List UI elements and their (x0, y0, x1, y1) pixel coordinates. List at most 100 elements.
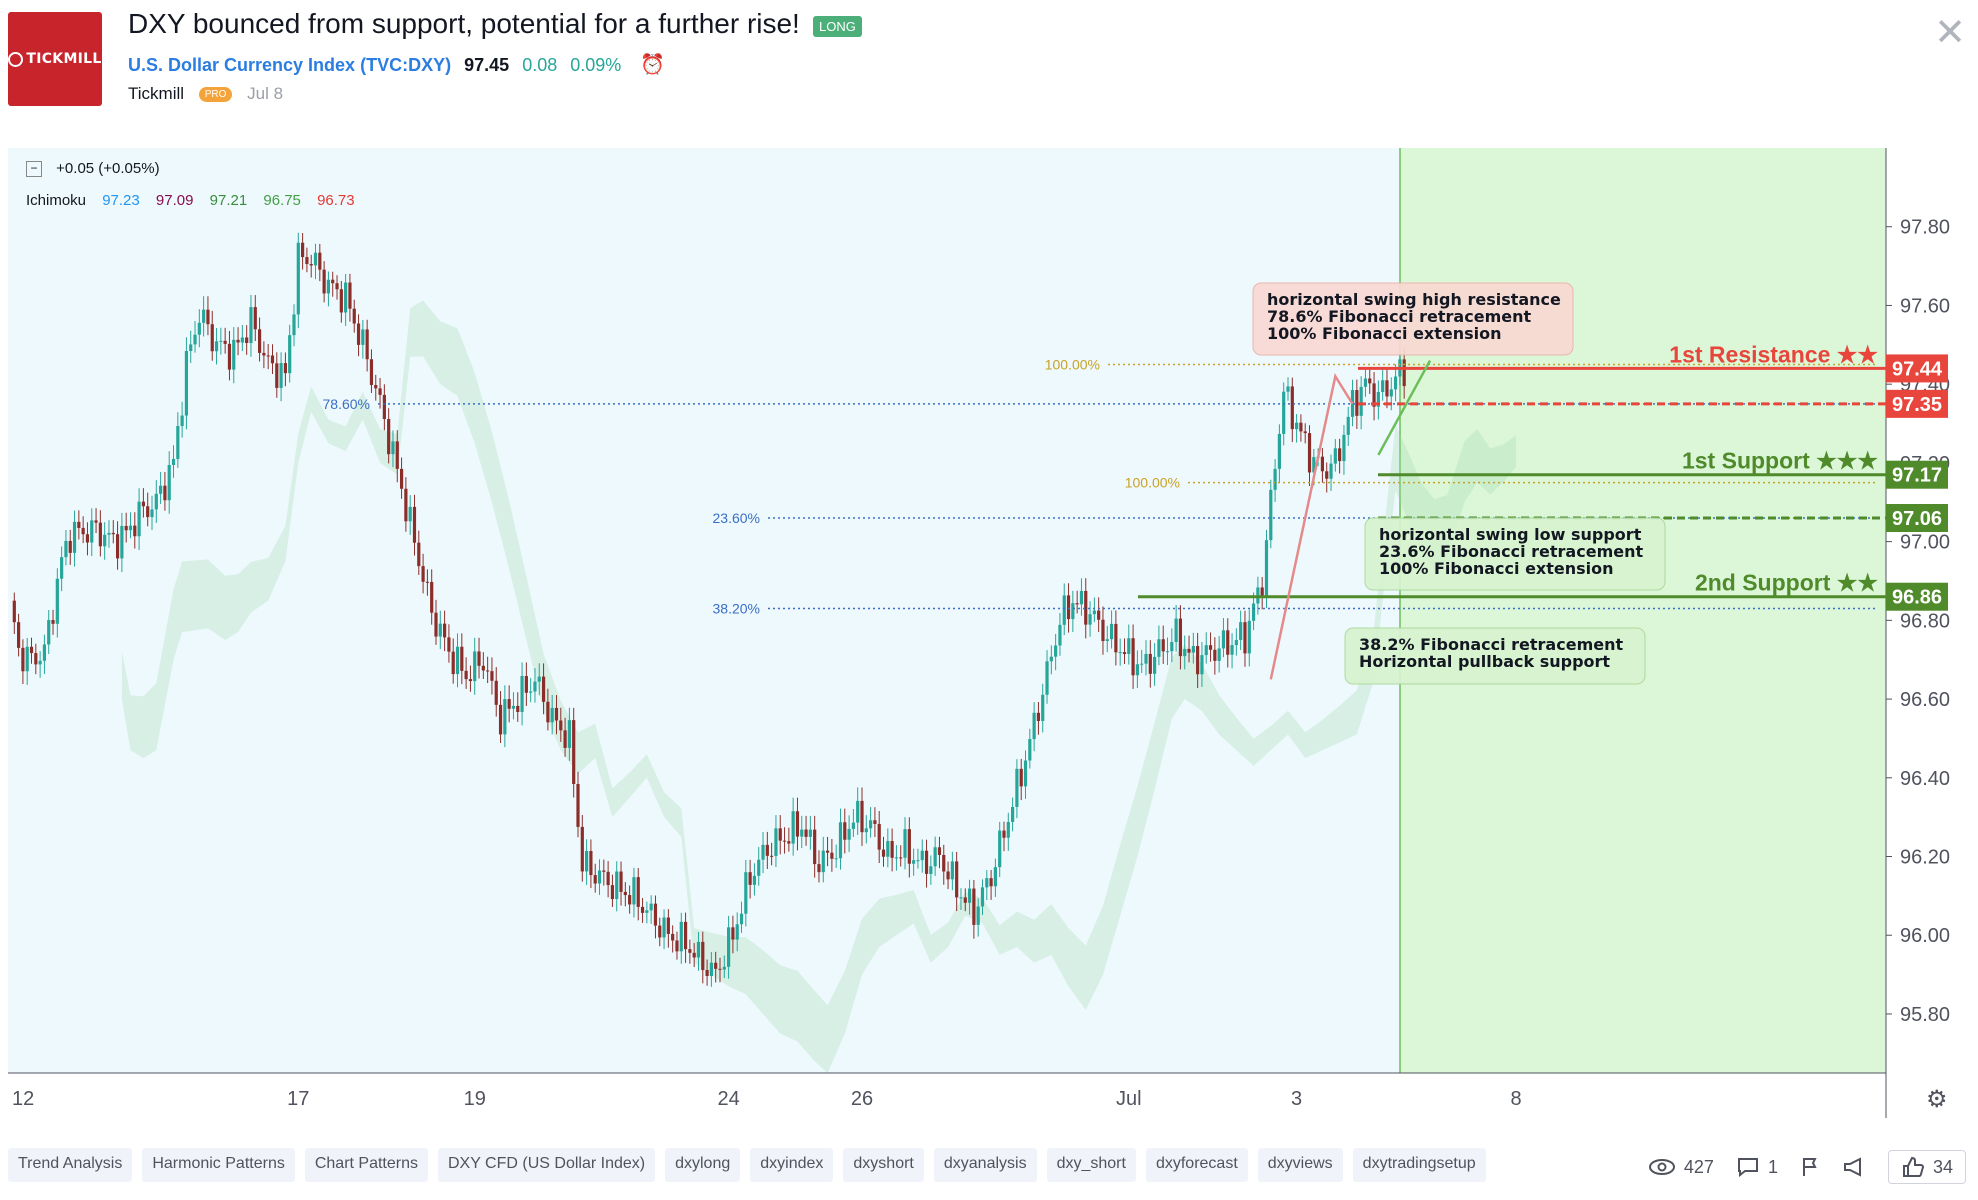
candle-body (1221, 630, 1226, 649)
candle-body (374, 385, 378, 389)
candle-body (1389, 389, 1393, 397)
candles-group (12, 232, 1406, 987)
tag-item[interactable]: Trend Analysis (8, 1148, 133, 1182)
candle-body (1161, 639, 1165, 652)
candle-body (150, 509, 154, 518)
candle-body (1135, 664, 1139, 676)
candle-body (189, 344, 193, 351)
price-tag-label: 97.35 (1892, 394, 1942, 416)
alarm-clock-icon[interactable]: ⏰ (640, 54, 666, 76)
symbol-code-link[interactable]: (TVC:DXY) (360, 55, 452, 75)
candle-body (227, 343, 232, 370)
author-line: Tickmill PRO Jul 8 (128, 84, 283, 104)
candle-body (1118, 652, 1122, 654)
candle-body (950, 861, 954, 880)
candle-body (1208, 645, 1213, 650)
candle-body (348, 282, 352, 309)
tag-item[interactable]: dxy_short (1046, 1148, 1136, 1182)
candle-body (985, 878, 989, 888)
candle-body (77, 521, 81, 528)
candle-body (1217, 648, 1221, 661)
candle-body (159, 485, 163, 494)
candle-body (417, 542, 421, 567)
candle-body (498, 704, 503, 735)
share-button[interactable] (1842, 1156, 1866, 1178)
tag-item[interactable]: DXY CFD (US Dollar Index) (438, 1148, 656, 1182)
candle-body (1157, 639, 1161, 657)
candle-body (709, 962, 713, 976)
candle-body (1299, 422, 1303, 432)
eye-icon (1648, 1159, 1675, 1175)
candle-body (163, 485, 167, 501)
price-chart[interactable]: 95.8096.0096.2096.4096.6096.8097.0097.20… (8, 148, 1972, 1118)
candle-body (1045, 661, 1049, 695)
time-tick-label: 26 (851, 1088, 873, 1110)
fib-level-label: 23.60% (713, 510, 760, 526)
tag-item[interactable]: Chart Patterns (304, 1148, 428, 1182)
candle-body (1260, 587, 1264, 596)
tag-item[interactable]: dxyanalysis (933, 1148, 1037, 1182)
symbol-code: TVC:DXY (366, 55, 446, 75)
long-badge: LONG (813, 16, 862, 37)
candle-body (830, 852, 834, 859)
tag-item[interactable]: dxylong (665, 1148, 741, 1182)
candle-body (1402, 359, 1406, 387)
tag-item[interactable]: dxyshort (843, 1148, 924, 1182)
candle-body (1079, 590, 1084, 605)
candle-body (989, 878, 993, 887)
candle-body (619, 871, 623, 892)
ichimoku-legend: Ichimoku 97.23 97.09 97.21 96.75 96.73 (26, 192, 367, 209)
candle-body (739, 913, 744, 925)
ichimoku-value-3: 97.21 (209, 192, 248, 209)
candle-body (1303, 431, 1307, 434)
chart-area[interactable]: 95.8096.0096.2096.4096.6096.8097.0097.20… (8, 148, 1972, 1118)
annotation-text: 100% Fibonacci extension (1379, 559, 1614, 578)
candle-body (1071, 603, 1075, 620)
candle-body (387, 419, 391, 455)
candle-body (1049, 656, 1053, 662)
pro-badge: PRO (198, 87, 233, 103)
candle-body (589, 851, 593, 876)
candle-body (795, 811, 800, 837)
candle-body (1372, 383, 1376, 407)
candle-body (210, 324, 214, 352)
tag-item[interactable]: dxyindex (750, 1148, 834, 1182)
candle-body (580, 826, 584, 872)
candle-body (920, 850, 924, 861)
candle-body (305, 257, 309, 265)
tag-item[interactable]: Harmonic Patterns (142, 1148, 295, 1182)
author-name[interactable]: Tickmill (128, 84, 185, 103)
settings-gear-icon[interactable]: ⚙ (1926, 1086, 1948, 1113)
candle-body (787, 841, 791, 844)
candle-body (1273, 468, 1277, 490)
tag-item[interactable]: dxyforecast (1145, 1148, 1248, 1182)
candle-body (481, 665, 485, 671)
comments-button[interactable]: 1 (1736, 1156, 1778, 1178)
candle-body (916, 860, 920, 862)
candle-body (894, 857, 899, 859)
tag-item[interactable]: dxytradingsetup (1352, 1148, 1486, 1182)
like-button[interactable]: 34 (1887, 1150, 1966, 1184)
candle-body (1290, 386, 1294, 430)
candle-body (473, 651, 477, 682)
close-icon[interactable]: ✕ (1934, 12, 1966, 54)
collapse-legend-icon[interactable]: − (26, 161, 42, 178)
candle-body (1187, 648, 1191, 653)
candle-body (90, 520, 94, 543)
candle-body (344, 282, 348, 313)
candle-body (666, 917, 670, 934)
candle-body (197, 322, 201, 335)
annotation-box (1364, 517, 1666, 591)
report-button[interactable] (1800, 1156, 1820, 1178)
tickmill-logo[interactable]: TICKMILL (8, 12, 102, 106)
time-tick-label: 12 (12, 1088, 34, 1110)
candle-body (55, 578, 59, 624)
candle-body (180, 415, 184, 427)
candle-body (623, 891, 627, 896)
candle-body (537, 676, 541, 682)
candle-body (1307, 433, 1312, 473)
symbol-name-link[interactable]: U.S. Dollar Currency Index (128, 55, 356, 75)
tag-item[interactable]: dxyviews (1257, 1148, 1343, 1182)
candle-body (933, 847, 937, 867)
candle-body (249, 307, 253, 344)
